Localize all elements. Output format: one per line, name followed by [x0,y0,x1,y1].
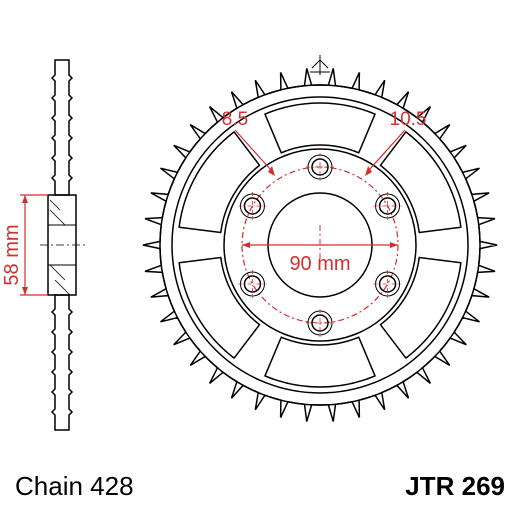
technical-drawing: 58 mm 90 mm [0,0,520,520]
dim-counterbore: 10.5 [390,109,427,130]
chain-spec-label: Chain 428 [15,471,134,501]
front-view: 90 mm 8.5 10.5 [143,55,497,422]
alignment-mark-icon [310,55,330,75]
diagram-container: 58 mm 90 mm [0,0,520,520]
dim-bolt-circle: 90 mm [289,253,350,275]
dim-hub-thickness: 58 mm [1,224,23,285]
dim-bolt-hole: 8.5 [222,109,248,130]
side-view: 58 mm [1,60,85,430]
part-number-label: JTR 269 [405,471,505,501]
